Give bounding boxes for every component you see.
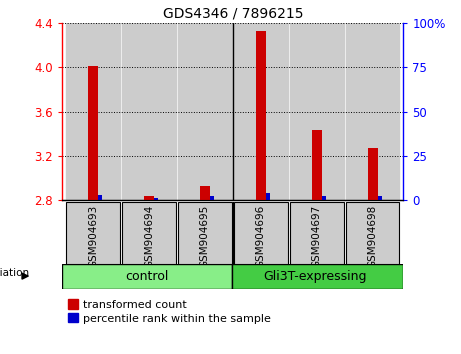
Text: GSM904698: GSM904698 — [367, 205, 378, 268]
Bar — [290, 23, 343, 200]
Bar — [322, 196, 326, 200]
Bar — [66, 23, 120, 200]
Bar — [234, 23, 288, 200]
Bar — [378, 196, 382, 200]
Bar — [122, 23, 176, 200]
Bar — [232, 264, 403, 289]
Bar — [234, 202, 288, 264]
Bar — [210, 196, 214, 200]
Bar — [154, 198, 158, 200]
Bar — [98, 195, 102, 200]
Bar — [200, 185, 210, 200]
Bar — [346, 202, 400, 264]
Bar — [122, 202, 176, 264]
Bar — [290, 202, 343, 264]
Text: control: control — [125, 270, 169, 282]
Bar — [346, 23, 400, 200]
Bar — [88, 66, 98, 200]
Bar — [266, 193, 270, 200]
Bar — [178, 23, 232, 200]
Bar — [312, 130, 322, 200]
Text: GSM904695: GSM904695 — [200, 205, 210, 268]
Bar — [256, 31, 266, 200]
Bar — [144, 195, 154, 200]
Title: GDS4346 / 7896215: GDS4346 / 7896215 — [163, 6, 303, 21]
Bar — [178, 202, 232, 264]
Bar — [367, 148, 378, 200]
Text: GSM904693: GSM904693 — [88, 205, 98, 268]
Text: genotype/variation: genotype/variation — [0, 268, 30, 278]
Text: GSM904697: GSM904697 — [312, 205, 322, 268]
Legend: transformed count, percentile rank within the sample: transformed count, percentile rank withi… — [68, 299, 271, 324]
Bar — [62, 264, 232, 289]
Bar — [66, 202, 120, 264]
Text: Gli3T-expressing: Gli3T-expressing — [263, 270, 367, 282]
Text: GSM904694: GSM904694 — [144, 205, 154, 268]
Text: GSM904696: GSM904696 — [256, 205, 266, 268]
